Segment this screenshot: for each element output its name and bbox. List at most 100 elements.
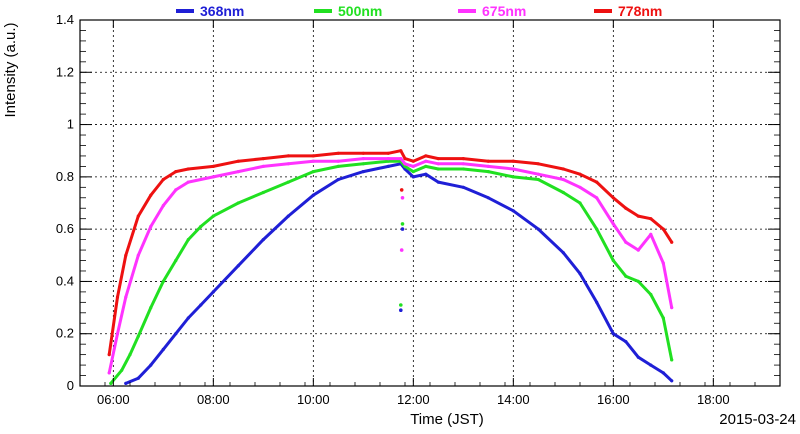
data-point-500nm — [120, 368, 124, 372]
data-point-778nm — [386, 151, 390, 155]
y-tick-label: 0.2 — [56, 326, 74, 341]
y-axis-label: Intensity (a.u.) — [2, 22, 19, 117]
x-tick-label: 12:00 — [397, 392, 430, 407]
data-point-675nm — [403, 162, 407, 166]
y-tick-label: 0 — [67, 378, 74, 393]
axes: 06:00 08:00 10:00 12:00 14:00 16:00 18:00 0 0.2 0… — [56, 12, 781, 407]
outlier-point-500nm — [399, 303, 403, 307]
data-point-778nm — [661, 227, 665, 231]
data-point-368nm — [661, 371, 665, 375]
data-point-675nm — [424, 159, 428, 163]
data-point-778nm — [149, 193, 153, 197]
data-point-368nm — [211, 290, 215, 294]
data-point-778nm — [136, 214, 140, 218]
data-point-500nm — [411, 170, 415, 174]
data-point-778nm — [424, 154, 428, 158]
data-point-778nm — [511, 159, 515, 163]
data-point-500nm — [386, 159, 390, 163]
data-point-500nm — [461, 167, 465, 171]
data-point-368nm — [174, 332, 178, 336]
x-tick-label: 14:00 — [497, 392, 530, 407]
data-point-368nm — [411, 175, 415, 179]
data-point-675nm — [311, 159, 315, 163]
data-point-500nm — [136, 334, 140, 338]
data-point-368nm — [311, 193, 315, 197]
data-point-368nm — [486, 196, 490, 200]
legend-label-778nm: 778nm — [618, 3, 662, 19]
data-point-675nm — [174, 188, 178, 192]
x-tick-label: 16:00 — [597, 392, 630, 407]
data-point-778nm — [261, 157, 265, 161]
data-point-778nm — [595, 180, 599, 184]
data-point-368nm — [161, 347, 165, 351]
data-point-500nm — [595, 227, 599, 231]
data-point-778nm — [161, 177, 165, 182]
x-tick-label: 08:00 — [197, 392, 230, 407]
x-tick-label: 18:00 — [697, 392, 730, 407]
data-point-500nm — [649, 292, 653, 297]
data-point-500nm — [149, 306, 153, 310]
data-point-500nm — [661, 316, 665, 320]
series-line-778nm — [107, 149, 674, 357]
data-point-778nm — [311, 154, 315, 158]
data-point-500nm — [486, 170, 490, 174]
data-point-368nm — [286, 214, 290, 218]
outlier-point-368nm — [399, 308, 403, 313]
data-point-368nm — [436, 180, 440, 184]
data-point-778nm — [561, 167, 565, 171]
data-point-500nm — [174, 258, 178, 263]
data-point-778nm — [361, 151, 365, 155]
data-point-500nm — [236, 201, 240, 205]
data-point-675nm — [486, 164, 490, 168]
data-point-778nm — [186, 167, 190, 171]
data-point-675nm — [361, 157, 365, 161]
outlier-point-778nm — [399, 188, 404, 192]
data-point-368nm — [424, 172, 428, 176]
data-point-778nm — [211, 164, 215, 168]
data-point-675nm — [578, 185, 582, 189]
legend-label-675nm: 675nm — [482, 3, 526, 19]
data-point-500nm — [286, 180, 290, 184]
data-point-675nm — [661, 261, 665, 265]
data-point-675nm — [636, 248, 640, 252]
data-point-675nm — [624, 240, 628, 244]
y-tick-label: 0.8 — [56, 169, 74, 184]
legend-label-368nm: 368nm — [200, 3, 244, 19]
data-point-675nm — [386, 157, 390, 161]
data-point-368nm — [536, 227, 540, 231]
data-point-675nm — [186, 180, 190, 184]
data-point-778nm — [174, 170, 178, 174]
data-point-500nm — [624, 274, 628, 278]
series-line-500nm — [109, 159, 674, 385]
data-point-675nm — [611, 222, 615, 226]
data-point-675nm — [115, 332, 120, 336]
data-point-368nm — [336, 177, 340, 182]
data-point-500nm — [109, 381, 113, 385]
data-point-368nm — [124, 381, 128, 385]
data-point-675nm — [149, 224, 153, 229]
data-point-368nm — [186, 316, 190, 320]
x-axis-label: Time (JST) — [410, 411, 484, 428]
data-point-368nm — [461, 185, 465, 189]
data-point-778nm — [578, 172, 582, 176]
data-point-675nm — [461, 162, 465, 166]
grid — [80, 19, 780, 387]
data-point-778nm — [124, 253, 128, 257]
data-point-500nm — [261, 190, 265, 195]
data-point-500nm — [511, 175, 515, 179]
y-tick-label: 1.2 — [56, 64, 74, 79]
data-point-675nm — [536, 172, 540, 176]
data-point-500nm — [436, 167, 440, 171]
data-point-500nm — [361, 162, 365, 166]
data-point-368nm — [624, 340, 628, 344]
data-point-500nm — [161, 279, 165, 283]
data-point-778nm — [611, 196, 615, 200]
data-point-368nm — [199, 303, 203, 307]
data-point-368nm — [361, 170, 365, 174]
data-point-675nm — [124, 295, 128, 299]
data-point-675nm — [336, 159, 340, 163]
data-point-368nm — [611, 332, 615, 336]
data-point-500nm — [561, 190, 565, 195]
data-point-500nm — [424, 164, 428, 168]
